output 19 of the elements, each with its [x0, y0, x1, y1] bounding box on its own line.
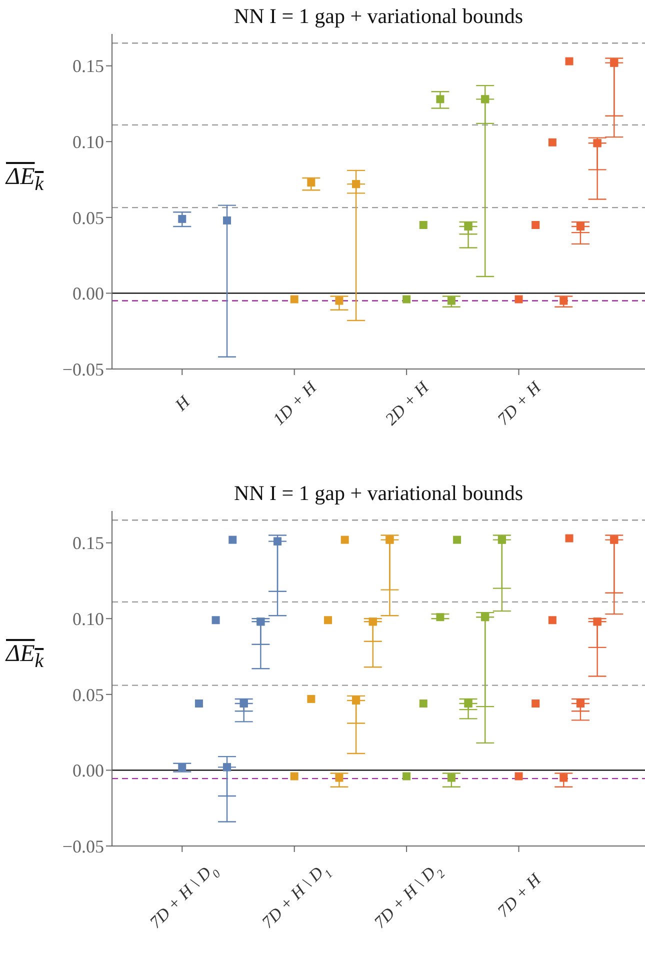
y-tick-label: 0.00 [72, 284, 104, 304]
y-tick-label: 0.15 [72, 533, 104, 554]
x-tick-label: 7D + H [494, 376, 546, 429]
x-tick-label: 7D + H [494, 868, 546, 921]
x-tick-label: 2D + H [381, 376, 434, 429]
y-tick-label: 0.10 [72, 132, 104, 152]
y-tick-label: −0.05 [62, 359, 104, 380]
x-tick-label: 1D + H [269, 376, 322, 429]
y-tick-label: 0.05 [72, 684, 104, 705]
x-tick-label: H [170, 391, 195, 416]
y-axis-title: ΔE$_{k}$ [6, 164, 44, 196]
y-tick-label: 0.05 [72, 208, 104, 228]
y-tick-label: −0.05 [62, 836, 104, 856]
y-tick-label: 0.00 [72, 760, 104, 781]
y-tick-label: 0.10 [72, 609, 104, 630]
chart-title: NN I = 1 gap + variational bounds [232, 481, 524, 506]
y-tick-label: 0.15 [72, 56, 104, 76]
y-axis-title: ΔE$_{k}$ [6, 641, 44, 673]
chart-title: NN I = 1 gap + variational bounds [232, 4, 524, 29]
